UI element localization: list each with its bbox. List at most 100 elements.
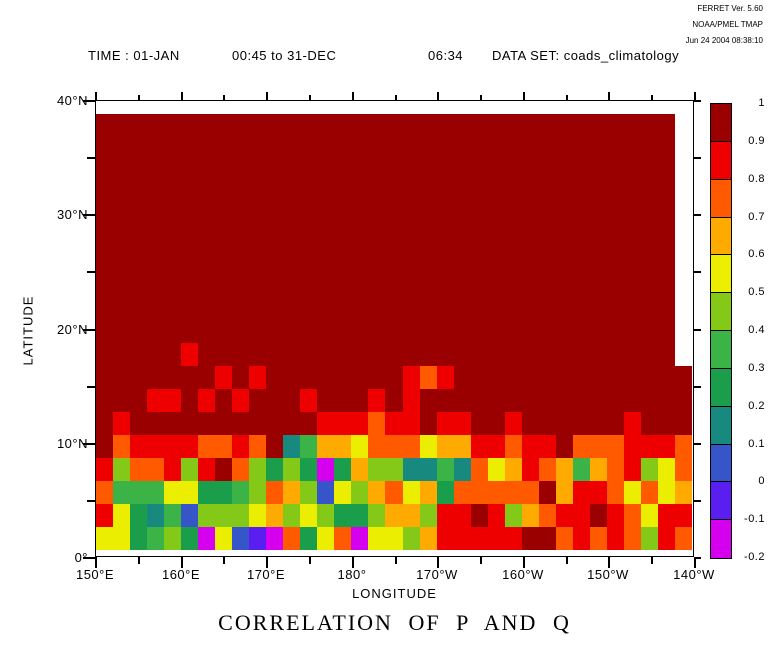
heatmap-cell xyxy=(607,252,624,275)
heatmap-cell xyxy=(658,137,675,160)
heatmap-cell xyxy=(266,206,283,229)
heatmap-cell xyxy=(266,252,283,275)
heatmap-cell xyxy=(556,206,573,229)
heatmap-cell xyxy=(351,504,368,527)
heatmap-cell xyxy=(164,252,181,275)
heatmap-cell xyxy=(266,389,283,412)
plot-title: CORRELATION OF P AND Q xyxy=(218,610,571,635)
heatmap-cell xyxy=(556,527,573,550)
axis-tick xyxy=(83,329,95,331)
heatmap-cell xyxy=(505,435,522,458)
heatmap-cell xyxy=(232,321,249,343)
heatmap-cell xyxy=(96,504,113,527)
heatmap-cell xyxy=(351,137,368,160)
heatmap-cell xyxy=(522,183,539,206)
heatmap-cell xyxy=(437,275,454,298)
heatmap-cell xyxy=(385,275,403,298)
heatmap-cell xyxy=(215,183,232,206)
heatmap-cell xyxy=(96,275,113,298)
axis-tick xyxy=(694,157,701,159)
heatmap-cell xyxy=(556,137,573,160)
heatmap-cell xyxy=(539,206,556,229)
heatmap-cell xyxy=(420,206,437,229)
heatmap-cell xyxy=(539,114,556,137)
colorbar-label: 0.5 xyxy=(748,286,765,299)
heatmap-cell xyxy=(437,366,454,389)
heatmap-cell xyxy=(147,527,164,550)
axis-tick xyxy=(266,92,268,100)
x-axis-title: LONGITUDE xyxy=(352,586,437,601)
axis-tick xyxy=(694,443,701,445)
heatmap-cell xyxy=(471,229,488,252)
heatmap-cell xyxy=(522,527,539,550)
heatmap-cell xyxy=(505,183,522,206)
heatmap-cell xyxy=(488,206,505,229)
heatmap-cell xyxy=(351,114,368,137)
heatmap-cell xyxy=(113,160,130,183)
heatmap-cell xyxy=(317,458,334,481)
heatmap-cell xyxy=(351,366,368,389)
heatmap-cell xyxy=(351,275,368,298)
heatmap-cell xyxy=(351,160,368,183)
heatmap-cell xyxy=(522,481,539,504)
heatmap-cell xyxy=(403,527,420,550)
heatmap-cell xyxy=(164,160,181,183)
heatmap-cell xyxy=(300,229,317,252)
heatmap-cell xyxy=(215,389,232,412)
heatmap-cell xyxy=(215,343,232,366)
heatmap-cell xyxy=(539,412,556,435)
heatmap-cell xyxy=(249,343,266,366)
heatmap-cell xyxy=(556,229,573,252)
heatmap-cell xyxy=(198,206,215,229)
heatmap-cell xyxy=(181,137,198,160)
heatmap-cell xyxy=(488,343,505,366)
heatmap-cell xyxy=(454,435,471,458)
heatmap-cell xyxy=(164,206,181,229)
heatmap-cell xyxy=(437,435,454,458)
provenance-line-2: NOAA/PMEL TMAP xyxy=(692,20,763,29)
heatmap-cell xyxy=(283,366,300,389)
heatmap-cell xyxy=(573,343,590,366)
y-tick-label: 40°N xyxy=(56,93,88,108)
heatmap-cell xyxy=(437,114,454,137)
heatmap-cell xyxy=(96,252,113,275)
heatmap-cell xyxy=(164,481,181,504)
heatmap-cell xyxy=(624,183,641,206)
heatmap-cell xyxy=(300,412,317,435)
heatmap-cell xyxy=(300,504,317,527)
heatmap-cell xyxy=(96,298,113,321)
heatmap-cell xyxy=(368,252,385,275)
heatmap-cell xyxy=(573,435,590,458)
axis-tick xyxy=(181,557,183,568)
heatmap-cell xyxy=(351,389,368,412)
heatmap-cell xyxy=(471,321,488,343)
heatmap-cell xyxy=(232,160,249,183)
heatmap-cell xyxy=(420,366,437,389)
heatmap-cell xyxy=(181,114,198,137)
heatmap-cell xyxy=(590,458,607,481)
heatmap-cell xyxy=(368,527,385,550)
heatmap-cell xyxy=(368,412,385,435)
colorbar-label: 0.1 xyxy=(748,437,765,450)
heatmap-cell xyxy=(624,435,641,458)
heatmap-cell xyxy=(658,389,675,412)
heatmap-cell xyxy=(437,343,454,366)
heatmap-cell xyxy=(385,252,403,275)
heatmap-cell xyxy=(590,183,607,206)
heatmap-cell xyxy=(590,114,607,137)
heatmap-cell xyxy=(317,252,334,275)
colorbar-segment xyxy=(711,180,731,218)
heatmap-cell xyxy=(130,229,147,252)
heatmap-cell xyxy=(454,481,471,504)
heatmap-cell xyxy=(232,275,249,298)
heatmap-cell xyxy=(147,321,164,343)
heatmap-cell xyxy=(215,321,232,343)
heatmap-cell xyxy=(232,137,249,160)
heatmap-cell xyxy=(130,321,147,343)
heatmap-cell xyxy=(658,206,675,229)
heatmap-cell xyxy=(385,458,403,481)
heatmap-cell xyxy=(249,160,266,183)
heatmap-cell xyxy=(488,458,505,481)
heatmap-cell xyxy=(232,527,249,550)
heatmap-cell xyxy=(590,435,607,458)
